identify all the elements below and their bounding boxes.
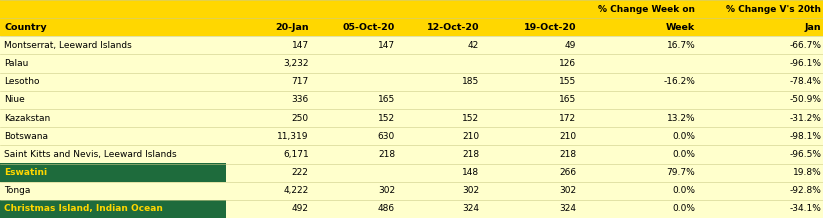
Text: -78.4%: -78.4%: [789, 77, 821, 86]
Bar: [0, 164, 226, 182]
Text: -92.8%: -92.8%: [789, 186, 821, 195]
Text: 324: 324: [462, 204, 479, 213]
Text: -96.1%: -96.1%: [789, 59, 821, 68]
Bar: [0, 54, 823, 73]
Text: 266: 266: [559, 168, 576, 177]
Text: 152: 152: [462, 114, 479, 123]
Text: 126: 126: [559, 59, 576, 68]
Text: 630: 630: [378, 132, 395, 141]
Text: 42: 42: [467, 41, 479, 50]
Text: Palau: Palau: [4, 59, 29, 68]
Text: 3,232: 3,232: [283, 59, 309, 68]
Text: 49: 49: [565, 41, 576, 50]
Text: 302: 302: [559, 186, 576, 195]
Bar: [0, 18, 823, 36]
Text: -16.2%: -16.2%: [663, 77, 695, 86]
Text: Botswana: Botswana: [4, 132, 48, 141]
Text: % Change Week on: % Change Week on: [598, 5, 695, 14]
Text: 218: 218: [462, 150, 479, 159]
Text: Lesotho: Lesotho: [4, 77, 40, 86]
Text: 302: 302: [462, 186, 479, 195]
Text: 152: 152: [378, 114, 395, 123]
Text: 210: 210: [559, 132, 576, 141]
Text: 165: 165: [559, 95, 576, 104]
Text: 336: 336: [291, 95, 309, 104]
Text: 148: 148: [462, 168, 479, 177]
Text: Kazakstan: Kazakstan: [4, 114, 50, 123]
Text: 16.7%: 16.7%: [667, 41, 695, 50]
Text: 13.2%: 13.2%: [667, 114, 695, 123]
Text: 250: 250: [291, 114, 309, 123]
Text: 492: 492: [291, 204, 309, 213]
Text: 79.7%: 79.7%: [667, 168, 695, 177]
Bar: [0, 200, 226, 218]
Text: -50.9%: -50.9%: [789, 95, 821, 104]
Text: 324: 324: [559, 204, 576, 213]
Text: 717: 717: [291, 77, 309, 86]
Text: -31.2%: -31.2%: [789, 114, 821, 123]
Bar: [0, 145, 823, 164]
Text: 210: 210: [462, 132, 479, 141]
Text: 147: 147: [378, 41, 395, 50]
Text: Tonga: Tonga: [4, 186, 30, 195]
Text: Christmas Island, Indian Ocean: Christmas Island, Indian Ocean: [4, 204, 163, 213]
Text: 0.0%: 0.0%: [672, 204, 695, 213]
Text: 19-Oct-20: 19-Oct-20: [523, 23, 576, 32]
Text: 11,319: 11,319: [277, 132, 309, 141]
Text: Week: Week: [666, 23, 695, 32]
Text: 6,171: 6,171: [283, 150, 309, 159]
Bar: [0, 200, 823, 218]
Text: 486: 486: [378, 204, 395, 213]
Text: % Change V's 20th: % Change V's 20th: [727, 5, 821, 14]
Text: -34.1%: -34.1%: [789, 204, 821, 213]
Bar: [0, 109, 823, 127]
Text: Country: Country: [4, 23, 47, 32]
Text: -66.7%: -66.7%: [789, 41, 821, 50]
Text: Saint Kitts and Nevis, Leeward Islands: Saint Kitts and Nevis, Leeward Islands: [4, 150, 177, 159]
Bar: [0, 164, 823, 182]
Bar: [0, 73, 823, 91]
Bar: [0, 36, 823, 54]
Text: 4,222: 4,222: [283, 186, 309, 195]
Text: 19.8%: 19.8%: [793, 168, 821, 177]
Text: 0.0%: 0.0%: [672, 132, 695, 141]
Text: 12-Oct-20: 12-Oct-20: [426, 23, 479, 32]
Bar: [0, 0, 823, 18]
Text: 147: 147: [291, 41, 309, 50]
Text: 302: 302: [378, 186, 395, 195]
Text: 20-Jan: 20-Jan: [275, 23, 309, 32]
Text: 0.0%: 0.0%: [672, 150, 695, 159]
Text: 185: 185: [462, 77, 479, 86]
Text: 05-Oct-20: 05-Oct-20: [343, 23, 395, 32]
Text: -98.1%: -98.1%: [789, 132, 821, 141]
Text: -96.5%: -96.5%: [789, 150, 821, 159]
Bar: [0, 182, 823, 200]
Text: 218: 218: [559, 150, 576, 159]
Text: Niue: Niue: [4, 95, 25, 104]
Bar: [0, 127, 823, 145]
Text: 172: 172: [559, 114, 576, 123]
Text: 155: 155: [559, 77, 576, 86]
Text: Montserrat, Leeward Islands: Montserrat, Leeward Islands: [4, 41, 132, 50]
Text: 165: 165: [378, 95, 395, 104]
Text: Eswatini: Eswatini: [4, 168, 47, 177]
Text: 218: 218: [378, 150, 395, 159]
Text: 0.0%: 0.0%: [672, 186, 695, 195]
Text: Jan: Jan: [805, 23, 821, 32]
Bar: [0, 91, 823, 109]
Text: 222: 222: [291, 168, 309, 177]
